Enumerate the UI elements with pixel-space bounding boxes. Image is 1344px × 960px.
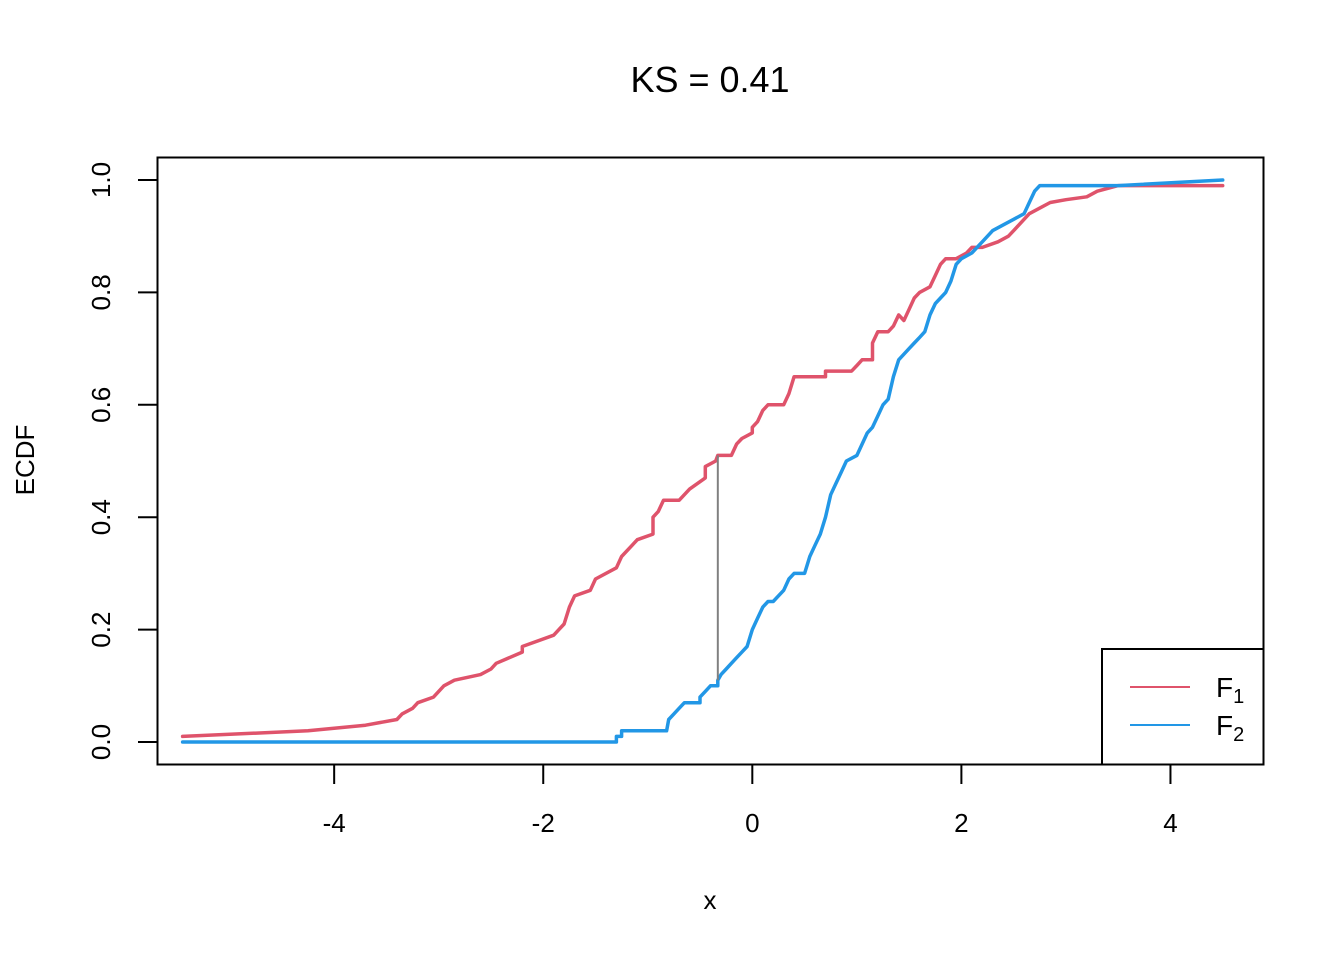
series-layer [180,178,1225,744]
legend-label-main: F [1216,672,1233,703]
y-tick-label: 0.4 [86,499,116,535]
y-tick-label: 0.8 [86,274,116,310]
y-tick-label: 1.0 [86,162,116,198]
x-axis-label: x [704,885,717,915]
legend-label-f2: F2 [1216,710,1244,746]
ecdf-line-f1 [180,183,1225,739]
x-axis: -4 -2 0 2 4 [323,763,1178,838]
x-tick-label: 0 [745,808,759,838]
y-tick-label: 0.6 [86,387,116,423]
y-axis-label: ECDF [10,425,40,496]
chart-title: KS = 0.41 [630,59,789,100]
plot-frame [156,156,1265,766]
x-tick-label: 2 [954,808,968,838]
legend-box [1101,648,1265,766]
legend-label-f1: F1 [1216,672,1244,708]
x-tick-label: -2 [532,808,555,838]
legend-label-subscript: 2 [1233,724,1244,746]
x-tick-label: -4 [323,808,346,838]
y-axis: 0.0 0.2 0.4 0.6 0.8 1.0 [86,162,159,760]
legend-label-main: F [1216,710,1233,741]
ecdf-line-f2 [180,178,1225,744]
x-tick-label: 4 [1163,808,1177,838]
y-tick-label: 0.2 [86,612,116,648]
legend-label-subscript: 1 [1233,686,1244,708]
y-tick-label: 0.0 [86,724,116,760]
